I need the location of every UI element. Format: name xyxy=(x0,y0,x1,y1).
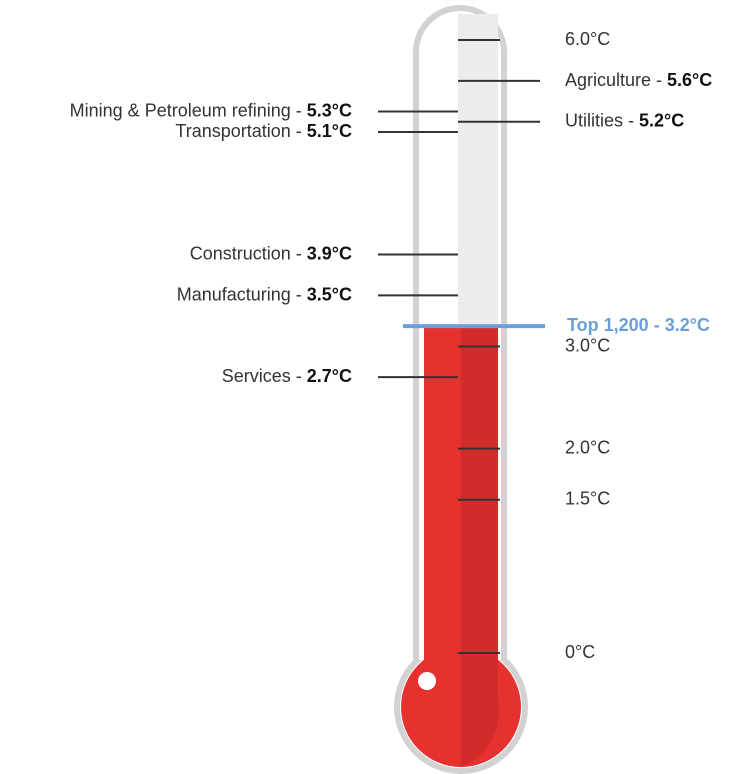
sector-value: 5.6°C xyxy=(667,70,712,90)
sector-name: Utilities - xyxy=(565,110,634,130)
tick-label: 1.5°C xyxy=(565,489,610,509)
mercury-shade xyxy=(461,326,500,767)
sector-label: Services -2.7°C xyxy=(222,366,352,386)
sector-value: 2.7°C xyxy=(307,366,352,386)
tick-label: 3.0°C xyxy=(565,335,610,355)
sector-label: Mining & Petroleum refining -5.3°C xyxy=(70,100,352,120)
sector-name: Manufacturing - xyxy=(177,284,302,304)
sector-value: 3.5°C xyxy=(307,284,352,304)
marks: 6.0°C 3.0°C 2.0°C 1.5°C 0°C Agriculture -5.6°… xyxy=(70,29,713,662)
level-label: Top 1,200 -3.2°C xyxy=(567,315,710,335)
sector-label: Manufacturing -3.5°C xyxy=(177,284,352,304)
sector-name: Construction - xyxy=(190,243,302,263)
level-value: 3.2°C xyxy=(665,315,710,335)
tick-label: 0°C xyxy=(565,642,595,662)
sector-value: 3.9°C xyxy=(307,243,352,263)
tick-label: 6.0°C xyxy=(565,29,610,49)
sector-value: 5.2°C xyxy=(639,110,684,130)
sector-value: 5.1°C xyxy=(307,121,352,141)
highlight xyxy=(418,672,436,690)
sector-label: Construction -3.9°C xyxy=(190,243,352,263)
mercury xyxy=(401,14,521,767)
level-name: Top 1,200 - xyxy=(567,315,660,335)
sector-name: Services - xyxy=(222,366,302,386)
sector-label: Agriculture -5.6°C xyxy=(565,70,712,90)
sector-value: 5.3°C xyxy=(307,100,352,120)
sector-label: Utilities -5.2°C xyxy=(565,110,684,130)
sector-name: Agriculture - xyxy=(565,70,662,90)
sector-label: Transportation - 5.1°C xyxy=(175,121,352,141)
sector-name: Mining & Petroleum refining - xyxy=(70,100,302,120)
tick-label: 2.0°C xyxy=(565,437,610,457)
glass-shade xyxy=(458,14,498,327)
sector-name: Transportation - xyxy=(175,121,301,141)
